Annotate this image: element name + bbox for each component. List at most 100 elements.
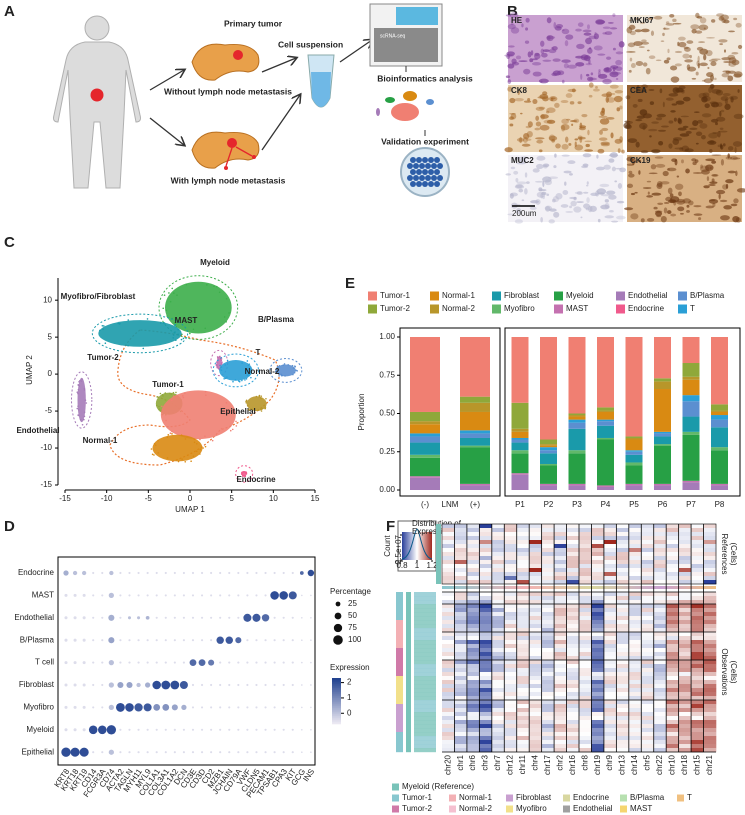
cluster-label: T bbox=[256, 348, 261, 357]
ref-cell bbox=[703, 536, 717, 541]
tissue-texture bbox=[674, 147, 684, 150]
obs-cell bbox=[691, 680, 704, 685]
dot bbox=[210, 728, 213, 731]
ref-cell bbox=[691, 572, 704, 577]
bar-segment bbox=[711, 483, 728, 486]
ref-cell bbox=[516, 572, 530, 577]
obs-cell bbox=[666, 656, 679, 661]
tissue-texture bbox=[522, 136, 528, 143]
ref-cell bbox=[603, 540, 617, 545]
obs-cell bbox=[479, 604, 493, 609]
cell-point bbox=[278, 365, 281, 367]
obs-cell bbox=[653, 688, 667, 693]
cell-point bbox=[241, 362, 243, 364]
dot bbox=[310, 661, 312, 664]
tissue-texture bbox=[543, 119, 552, 124]
dot bbox=[155, 594, 158, 597]
chr-label: chr2 bbox=[555, 754, 564, 770]
legend-label: Normal-2 bbox=[459, 804, 492, 813]
obs-cell bbox=[691, 604, 704, 609]
obs-cell bbox=[442, 644, 455, 649]
ref-cell bbox=[641, 536, 655, 541]
cell bbox=[422, 157, 428, 163]
obs-cell bbox=[554, 680, 567, 685]
obs-cell bbox=[666, 660, 679, 665]
tissue-texture bbox=[717, 130, 721, 138]
obs-cell bbox=[616, 656, 630, 661]
tissue-texture bbox=[633, 41, 643, 46]
ref-cell bbox=[554, 580, 567, 585]
obs-strip bbox=[414, 748, 436, 753]
cell-point bbox=[169, 300, 172, 303]
obs-cell bbox=[491, 716, 505, 721]
obs-cell bbox=[566, 712, 580, 717]
cell-point bbox=[158, 408, 161, 410]
obs-cell bbox=[703, 696, 717, 701]
obs-cell bbox=[479, 648, 493, 653]
cell-point bbox=[76, 407, 79, 410]
obs-cell bbox=[591, 732, 605, 737]
dot bbox=[64, 638, 68, 642]
obs-cell bbox=[666, 676, 679, 681]
cell-point bbox=[79, 418, 82, 421]
cell bbox=[434, 157, 440, 163]
tissue-texture bbox=[651, 121, 659, 124]
obs-cell bbox=[653, 668, 667, 673]
cell-point bbox=[223, 377, 225, 380]
ref-cell bbox=[541, 572, 555, 577]
tissue-texture bbox=[719, 127, 724, 130]
tissue-texture bbox=[538, 78, 549, 84]
obs-cell bbox=[442, 712, 455, 717]
tissue-texture bbox=[610, 93, 616, 95]
cell-point bbox=[293, 371, 296, 374]
dot bbox=[219, 728, 222, 731]
ref-cell bbox=[504, 524, 518, 529]
ref-cell bbox=[479, 576, 493, 581]
obs-cell bbox=[516, 592, 530, 597]
cell-point bbox=[282, 364, 285, 366]
tissue-texture bbox=[665, 97, 674, 101]
obs-cell bbox=[603, 732, 617, 737]
obs-cell bbox=[541, 648, 555, 653]
obs-cell bbox=[541, 668, 555, 673]
tissue-texture bbox=[675, 183, 684, 190]
ref-cell bbox=[653, 524, 667, 529]
obs-cell bbox=[491, 696, 505, 701]
obs-cell bbox=[579, 664, 592, 669]
tissue-texture bbox=[716, 189, 726, 195]
ref-cell bbox=[628, 568, 642, 573]
obs-cell bbox=[566, 696, 580, 701]
obs-cell bbox=[603, 672, 617, 677]
obs-cell bbox=[703, 748, 717, 753]
obs-cell bbox=[479, 732, 493, 737]
obs-cell bbox=[666, 616, 679, 621]
obs-cell bbox=[616, 696, 630, 701]
cell-point bbox=[151, 453, 154, 456]
obs-strip bbox=[414, 704, 436, 709]
cell-point bbox=[157, 452, 159, 454]
row-label: Fibroblast bbox=[19, 680, 55, 689]
obs-cell bbox=[641, 652, 655, 657]
obs-cell bbox=[479, 692, 493, 697]
dot bbox=[237, 683, 240, 687]
obs-cell bbox=[541, 600, 555, 605]
dot bbox=[216, 636, 224, 644]
ref-cell bbox=[554, 568, 567, 573]
obs-cell bbox=[641, 684, 655, 689]
obs-cell bbox=[678, 700, 692, 705]
obs-cell bbox=[653, 692, 667, 697]
obs-strip bbox=[396, 608, 403, 613]
dot bbox=[282, 639, 285, 642]
cell-point bbox=[264, 407, 267, 410]
ref-cell bbox=[653, 552, 667, 557]
heatmap-frame bbox=[441, 523, 717, 585]
obs-cell bbox=[616, 668, 630, 673]
obs-cell bbox=[678, 640, 692, 645]
tissue-texture bbox=[711, 58, 721, 61]
ref-cell bbox=[529, 536, 542, 541]
tissue-texture bbox=[574, 141, 577, 147]
obs-cell bbox=[554, 740, 567, 745]
bar-segment bbox=[568, 413, 586, 416]
obs-cell bbox=[641, 732, 655, 737]
obs-cell bbox=[466, 664, 480, 669]
